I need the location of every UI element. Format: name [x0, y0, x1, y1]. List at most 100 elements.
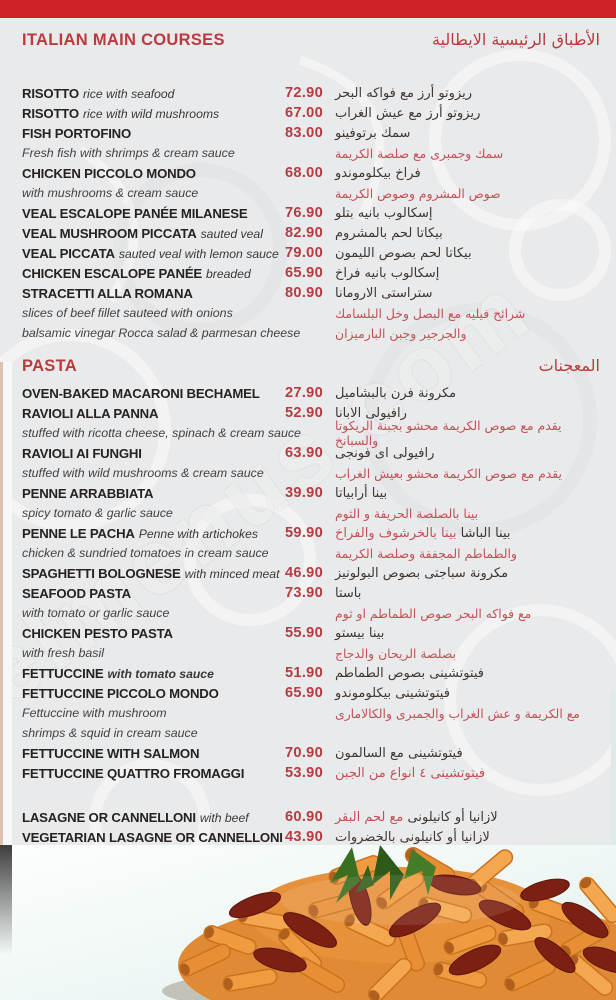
- menu-item-description: spicy tomato & garlic sauce: [22, 506, 173, 520]
- menu-desc-row: with fresh basil بصلصة الريحان والدجاج: [22, 643, 600, 663]
- menu-item-inline-desc: sauted veal with lemon sauce: [118, 246, 279, 261]
- menu-item-arabic: ريزوتو أرز مع عيش الغراب: [335, 106, 600, 121]
- menu-item-price: 68.00: [285, 165, 324, 181]
- menu-item-arabic: والجرجير وجبن البارميزان: [335, 326, 600, 341]
- menu-item-arabic: مع فواكه البحر صوص الطماطم او ثوم: [335, 606, 600, 621]
- menu-desc-row: with tomato or garlic sauce مع فواكه البح…: [22, 603, 600, 623]
- menu-item-inline-desc: with tomato sauce: [107, 666, 214, 681]
- menu-item-row: CHICKEN PICCOLO MONDO 68.00 فراخ بيكلوموند…: [22, 163, 600, 183]
- menu-item-row: CHICKEN ESCALOPE PANÉE breaded 65.90 إسكالو…: [22, 263, 600, 283]
- arabic-text: سمك برتوفينو: [335, 125, 411, 141]
- menu-item-name-text: FISH PORTOFINO: [22, 125, 132, 141]
- menu-item-name: CHICKEN PESTO PASTA: [22, 626, 285, 641]
- menu-item-row: PENNE ARRABBIATA 39.90 بينا أرابياتا: [22, 483, 600, 503]
- arabic-text: مع الكريمة و عش الغراب والجمبرى والكالام…: [335, 705, 580, 721]
- menu-item-arabic: مكرونة سباجتى بصوص البولونيز: [335, 566, 600, 581]
- menu-item-arabic: بينا أرابياتا: [335, 486, 600, 501]
- menu-item-arabic: شرائح فيليه مع البصل وخل البلسامك: [335, 306, 600, 321]
- menu-desc-row: with mushrooms & cream sauce صوص المشروم …: [22, 183, 600, 203]
- arabic-text: ريزوتو أرز مع فواكه البحر: [335, 85, 473, 101]
- parsley-garnish-icon: [330, 845, 436, 903]
- menu-item-arabic: لازانيا أو كانيلونى مع لحم البقر: [335, 810, 600, 825]
- menu-item-price: 70.90: [285, 745, 324, 761]
- menu-item-arabic: والطماطم المجففة وصلصة الكريمة: [335, 546, 600, 561]
- menu-item-name-text: VEAL PICCATA: [22, 245, 115, 261]
- arabic-text: إسكالوب بانيه فراخ: [335, 265, 440, 281]
- menu-item-name: RISOTTO rice with seafood: [22, 86, 285, 101]
- menu-item-name: VEAL MUSHROOM PICCATA sauted veal: [22, 226, 285, 241]
- arabic-text: فيتوتشينى مع السالمون: [335, 745, 463, 761]
- menu-item-arabic: يقدم مع صوص الكريمة محشو بعيش الغراب: [335, 466, 600, 481]
- menu-item-price: 39.90: [285, 485, 324, 501]
- menu-item-name: VEGETARIAN LASAGNE OR CANNELLONI: [22, 830, 285, 845]
- section-heading-ar: الأطباق الرئيسية الايطالية: [431, 30, 600, 49]
- arabic-text: باستا: [335, 585, 362, 601]
- menu-item-arabic: إسكالوب بانيه بتلو: [335, 206, 600, 221]
- arabic-text: بينا أرابياتا: [335, 485, 388, 501]
- arabic-text: لازانيا أو كانيلونى: [407, 809, 498, 825]
- menu-item-name: SPAGHETTI BOLOGNESE with minced meat: [22, 566, 285, 581]
- menu-item-price: 51.90: [285, 665, 324, 681]
- menu-item-row: FETTUCCINE with tomato sauce 51.90 فيتوتشين…: [22, 663, 600, 683]
- menu-item-name-text: RISOTTO: [22, 105, 79, 121]
- menu-item-row: CHICKEN PESTO PASTA 55.90 بينا بيستو: [22, 623, 600, 643]
- menu-item-name: OVEN-BAKED MACARONI BECHAMEL: [22, 386, 285, 401]
- arabic-text: لازانيا أو كانيلونى بالخضروات: [335, 829, 490, 845]
- menu-item-price: 55.90: [285, 625, 324, 641]
- menu-item-description: with mushrooms & cream sauce: [22, 186, 199, 200]
- photo-left-shadow: [0, 845, 12, 955]
- menu-item-row: VEAL ESCALOPE PANÉE MILANESE 76.90 إسكالوب…: [22, 203, 600, 223]
- arabic-text-red: بينا بالخرشوف والفراخ: [335, 525, 457, 541]
- menu-item-name: PENNE LE PACHA Penne with artichokes: [22, 526, 285, 541]
- menu-item-name-text: VEGETARIAN LASAGNE OR CANNELLONI: [22, 829, 283, 845]
- menu-item-name-text: VEAL MUSHROOM PICCATA: [22, 225, 197, 241]
- arabic-text: صوص المشروم وصوص الكريمة: [335, 185, 501, 201]
- menu-item-description: balsamic vinegar Rocca salad & parmesan …: [22, 326, 301, 340]
- menu-item-price: 67.00: [285, 105, 324, 121]
- menu-item-name-text: SEAFOOD PASTA: [22, 585, 132, 601]
- menu-desc-row: stuffed with wild mushrooms & cream sauc…: [22, 463, 600, 483]
- menu-item-name: RISOTTO rice with wild mushrooms: [22, 106, 285, 121]
- menu-item-name-text: RAVIOLI AI FUNGHI: [22, 445, 142, 461]
- menu-item-name: FETTUCCINE QUATTRO FROMAGGI: [22, 766, 285, 781]
- top-red-bar: [0, 0, 616, 18]
- menu-item-name-text: STRACETTI ALLA ROMANA: [22, 285, 193, 301]
- menu-desc-row: slices of beef fillet sauteed with onion…: [22, 303, 600, 323]
- right-page-edge: [611, 690, 616, 845]
- menu-item-arabic: فيتوتشينى بيكلوموندو: [335, 686, 600, 701]
- menu-item-arabic: بيكاتا لحم بصوص الليمون: [335, 246, 600, 261]
- menu-item-arabic: مع الكريمة و عش الغراب والجمبرى والكالام…: [335, 706, 600, 721]
- arabic-text: يقدم مع صوص الكريمة محشو بعيش الغراب: [335, 465, 563, 481]
- menu-item-arabic: باستا: [335, 586, 600, 601]
- sun-dried-tomatoes: [228, 874, 616, 976]
- menu-item-price: 80.90: [285, 285, 324, 301]
- arabic-text: مع فواكه البحر صوص الطماطم او ثوم: [335, 605, 532, 621]
- left-page-edge: [0, 362, 12, 845]
- menu-item-name-text: FETTUCCINE PICCOLO MONDO: [22, 685, 219, 701]
- menu-item-arabic: فيتوتشينى مع السالمون: [335, 746, 600, 761]
- menu-item-description: Fettuccine with mushroom: [22, 706, 167, 720]
- menu-desc-row: Fettuccine with mushroom مع الكريمة و عش …: [22, 703, 600, 723]
- menu-desc-row: Fresh fish with shrimps & cream sauce سمك…: [22, 143, 600, 163]
- menu-desc-row: stuffed with ricotta cheese, spinach & c…: [22, 418, 600, 448]
- pasta-photo: [0, 845, 616, 1000]
- menu-section: PASTA المعجنات OVEN-BAKED MACARONI BECHAME…: [22, 356, 600, 847]
- section-heading-ar: المعجنات: [538, 356, 600, 375]
- menu-item-name: FETTUCCINE PICCOLO MONDO: [22, 686, 285, 701]
- arabic-text: ستراستى الارومانا: [335, 285, 433, 301]
- pile-highlight: [280, 875, 520, 925]
- menu-item-price: 63.90: [285, 445, 324, 461]
- menu-item-name: PENNE ARRABBIATA: [22, 486, 285, 501]
- menu-item-name: SEAFOOD PASTA: [22, 586, 285, 601]
- menu-item-name-text: RISOTTO: [22, 85, 79, 101]
- menu-item-description: chicken & sundried tomatoes in cream sau…: [22, 546, 269, 560]
- arabic-text: إسكالوب بانيه بتلو: [335, 205, 433, 221]
- menu-item-price: 72.90: [285, 85, 324, 101]
- menu-item-row: VEAL MUSHROOM PICCATA sauted veal 82.90 بيك…: [22, 223, 600, 243]
- menu-item-description: with fresh basil: [22, 646, 104, 660]
- menu-item-price: 65.90: [285, 685, 324, 701]
- menu-item-price: 76.90: [285, 205, 324, 221]
- menu-item-price: 59.90: [285, 525, 324, 541]
- menu-item-name: RAVIOLI ALLA PANNA: [22, 406, 285, 421]
- menu-item-arabic: بيكاتا لحم بالمشروم: [335, 226, 600, 241]
